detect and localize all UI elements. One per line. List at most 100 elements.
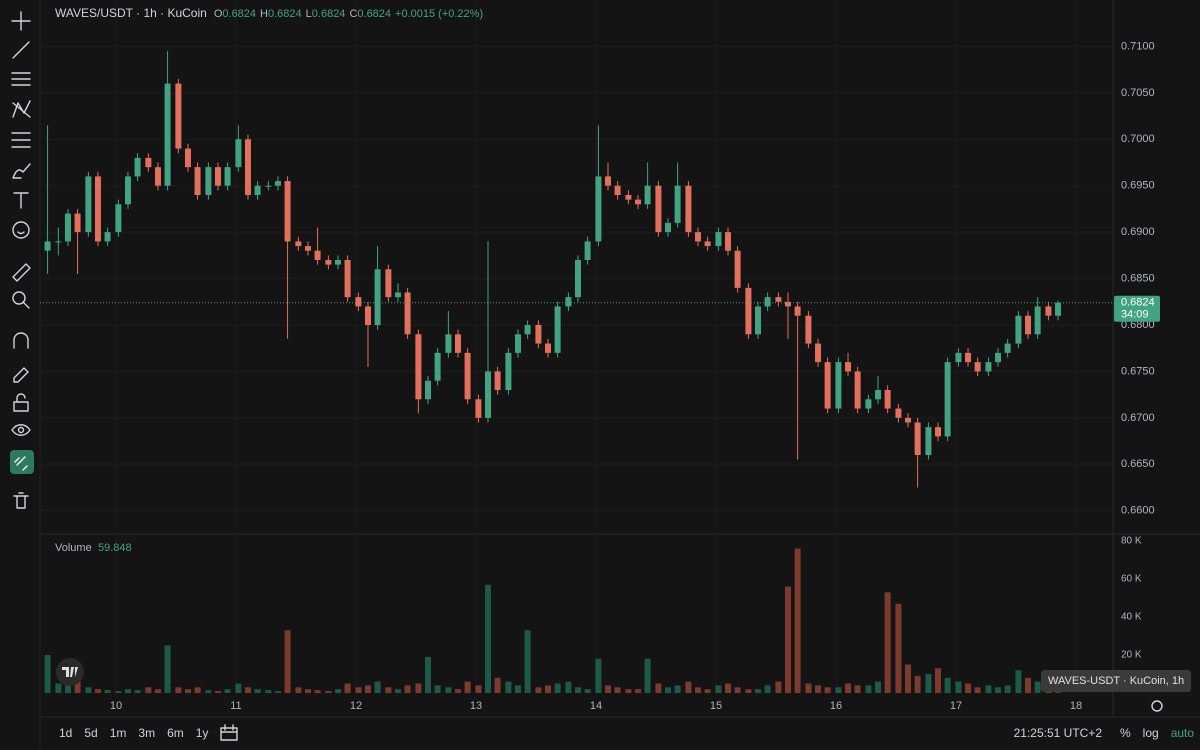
ruler-tool[interactable] [12, 263, 31, 282]
legend: WAVES/USDT · 1h · KuCoin O 0.6824 H 0.6824 L… [55, 6, 483, 20]
scale-option[interactable]: log [1143, 726, 1159, 740]
candle-body [884, 390, 891, 409]
visibility-tool[interactable] [11, 424, 31, 436]
date-range-button[interactable] [220, 724, 238, 741]
volume-bar [314, 690, 321, 693]
candle-body [845, 362, 852, 372]
candle-body [175, 83, 182, 149]
y-tick-label: 0.6900 [1121, 226, 1155, 238]
candle-body [895, 408, 902, 418]
volume-bar [334, 689, 341, 693]
change-value: +0.0015 (+0.22%) [395, 8, 483, 20]
volume-bar [104, 690, 111, 693]
candle-body [1034, 306, 1041, 335]
candle-body [475, 399, 482, 418]
volume-bar [884, 592, 891, 693]
range-button[interactable]: 6m [167, 726, 184, 740]
candle-body [434, 352, 441, 381]
settings-button[interactable] [1151, 700, 1163, 712]
lock-tool[interactable] [13, 401, 29, 412]
crosshair-tool[interactable] [11, 11, 31, 31]
draw-mode-tool[interactable] [13, 367, 29, 383]
candle-body [775, 297, 782, 302]
candle-body [955, 352, 962, 363]
volume-bar [835, 687, 842, 693]
range-button[interactable]: 1d [59, 726, 72, 740]
x-tick-label: 14 [590, 700, 602, 712]
candle-body [94, 176, 101, 242]
candle-body [265, 185, 272, 187]
volume-bar [415, 683, 422, 693]
logo[interactable] [56, 658, 84, 686]
candle-body [715, 232, 722, 247]
candle-body [1045, 306, 1052, 316]
volume-bar [284, 630, 291, 693]
volume-bar [995, 687, 1002, 693]
candle-body [824, 362, 831, 409]
candle-body [925, 427, 932, 455]
emoji-smile [17, 231, 25, 235]
trend-line-tool[interactable] [12, 41, 30, 59]
volume-bar [535, 687, 542, 693]
y-tick-label: 0.6700 [1121, 412, 1155, 424]
candle-body [445, 334, 452, 353]
projection-tool[interactable] [11, 132, 31, 148]
volume-bar [304, 689, 311, 693]
volume-bar [905, 664, 912, 693]
volume-bar [935, 668, 942, 693]
range-button[interactable]: 5d [84, 726, 97, 740]
scale-option[interactable]: auto [1171, 726, 1195, 740]
range-button[interactable]: 1y [196, 726, 209, 740]
last-price-tag [1114, 295, 1160, 322]
volume-bar [224, 689, 231, 693]
candle-body [685, 185, 692, 233]
volume-bar [544, 685, 551, 693]
range-button[interactable]: 3m [138, 726, 155, 740]
candle-body [154, 167, 161, 186]
volume-bar [755, 689, 762, 693]
volume-bar [875, 681, 882, 693]
x-tick-label: 12 [350, 700, 362, 712]
emoji-tool[interactable] [12, 221, 30, 239]
candle-body [674, 185, 681, 223]
symbol-title[interactable]: WAVES/USDT · 1h · KuCoin [55, 6, 207, 20]
candle-body [985, 362, 992, 372]
volume-bar [764, 685, 771, 693]
y-tick-label: 0.7000 [1121, 133, 1155, 145]
ohlc-key: H [260, 8, 268, 20]
fib-tool[interactable] [11, 72, 31, 86]
candle-body [935, 427, 942, 437]
delete-tool[interactable] [13, 492, 29, 509]
ohlc-value: 0.6824 [222, 8, 256, 20]
volume-value: 59.848 [98, 542, 132, 554]
range-button[interactable]: 1m [110, 726, 127, 740]
candle-body [794, 306, 801, 316]
volume-bar [985, 685, 992, 693]
zoom-tool[interactable] [12, 291, 26, 305]
candle-body [865, 399, 872, 409]
candle-body [965, 352, 972, 363]
candle-body [805, 315, 812, 344]
candle-body [655, 185, 662, 233]
pattern-tool[interactable] [12, 100, 31, 118]
zoom-handle [22, 301, 30, 309]
ohlc-value: 0.6824 [357, 8, 391, 20]
candle-body [104, 232, 111, 242]
text-tool[interactable] [13, 192, 29, 209]
volume-bar [605, 685, 612, 693]
volume-bar [55, 683, 62, 693]
brush-tool[interactable] [12, 163, 31, 179]
candle-body [544, 343, 551, 353]
candle-body [1055, 302, 1062, 316]
volume-bar [404, 685, 411, 693]
candle-body [134, 157, 141, 177]
magnet-tool[interactable] [13, 332, 29, 349]
ohlc-value: 0.6824 [312, 8, 346, 20]
candle-body [734, 250, 741, 288]
scale-option[interactable]: % [1120, 726, 1131, 740]
candle-body [494, 371, 501, 390]
sync-tool-active[interactable] [10, 450, 34, 474]
volume-bar [824, 687, 831, 693]
volume-bar [865, 685, 872, 693]
